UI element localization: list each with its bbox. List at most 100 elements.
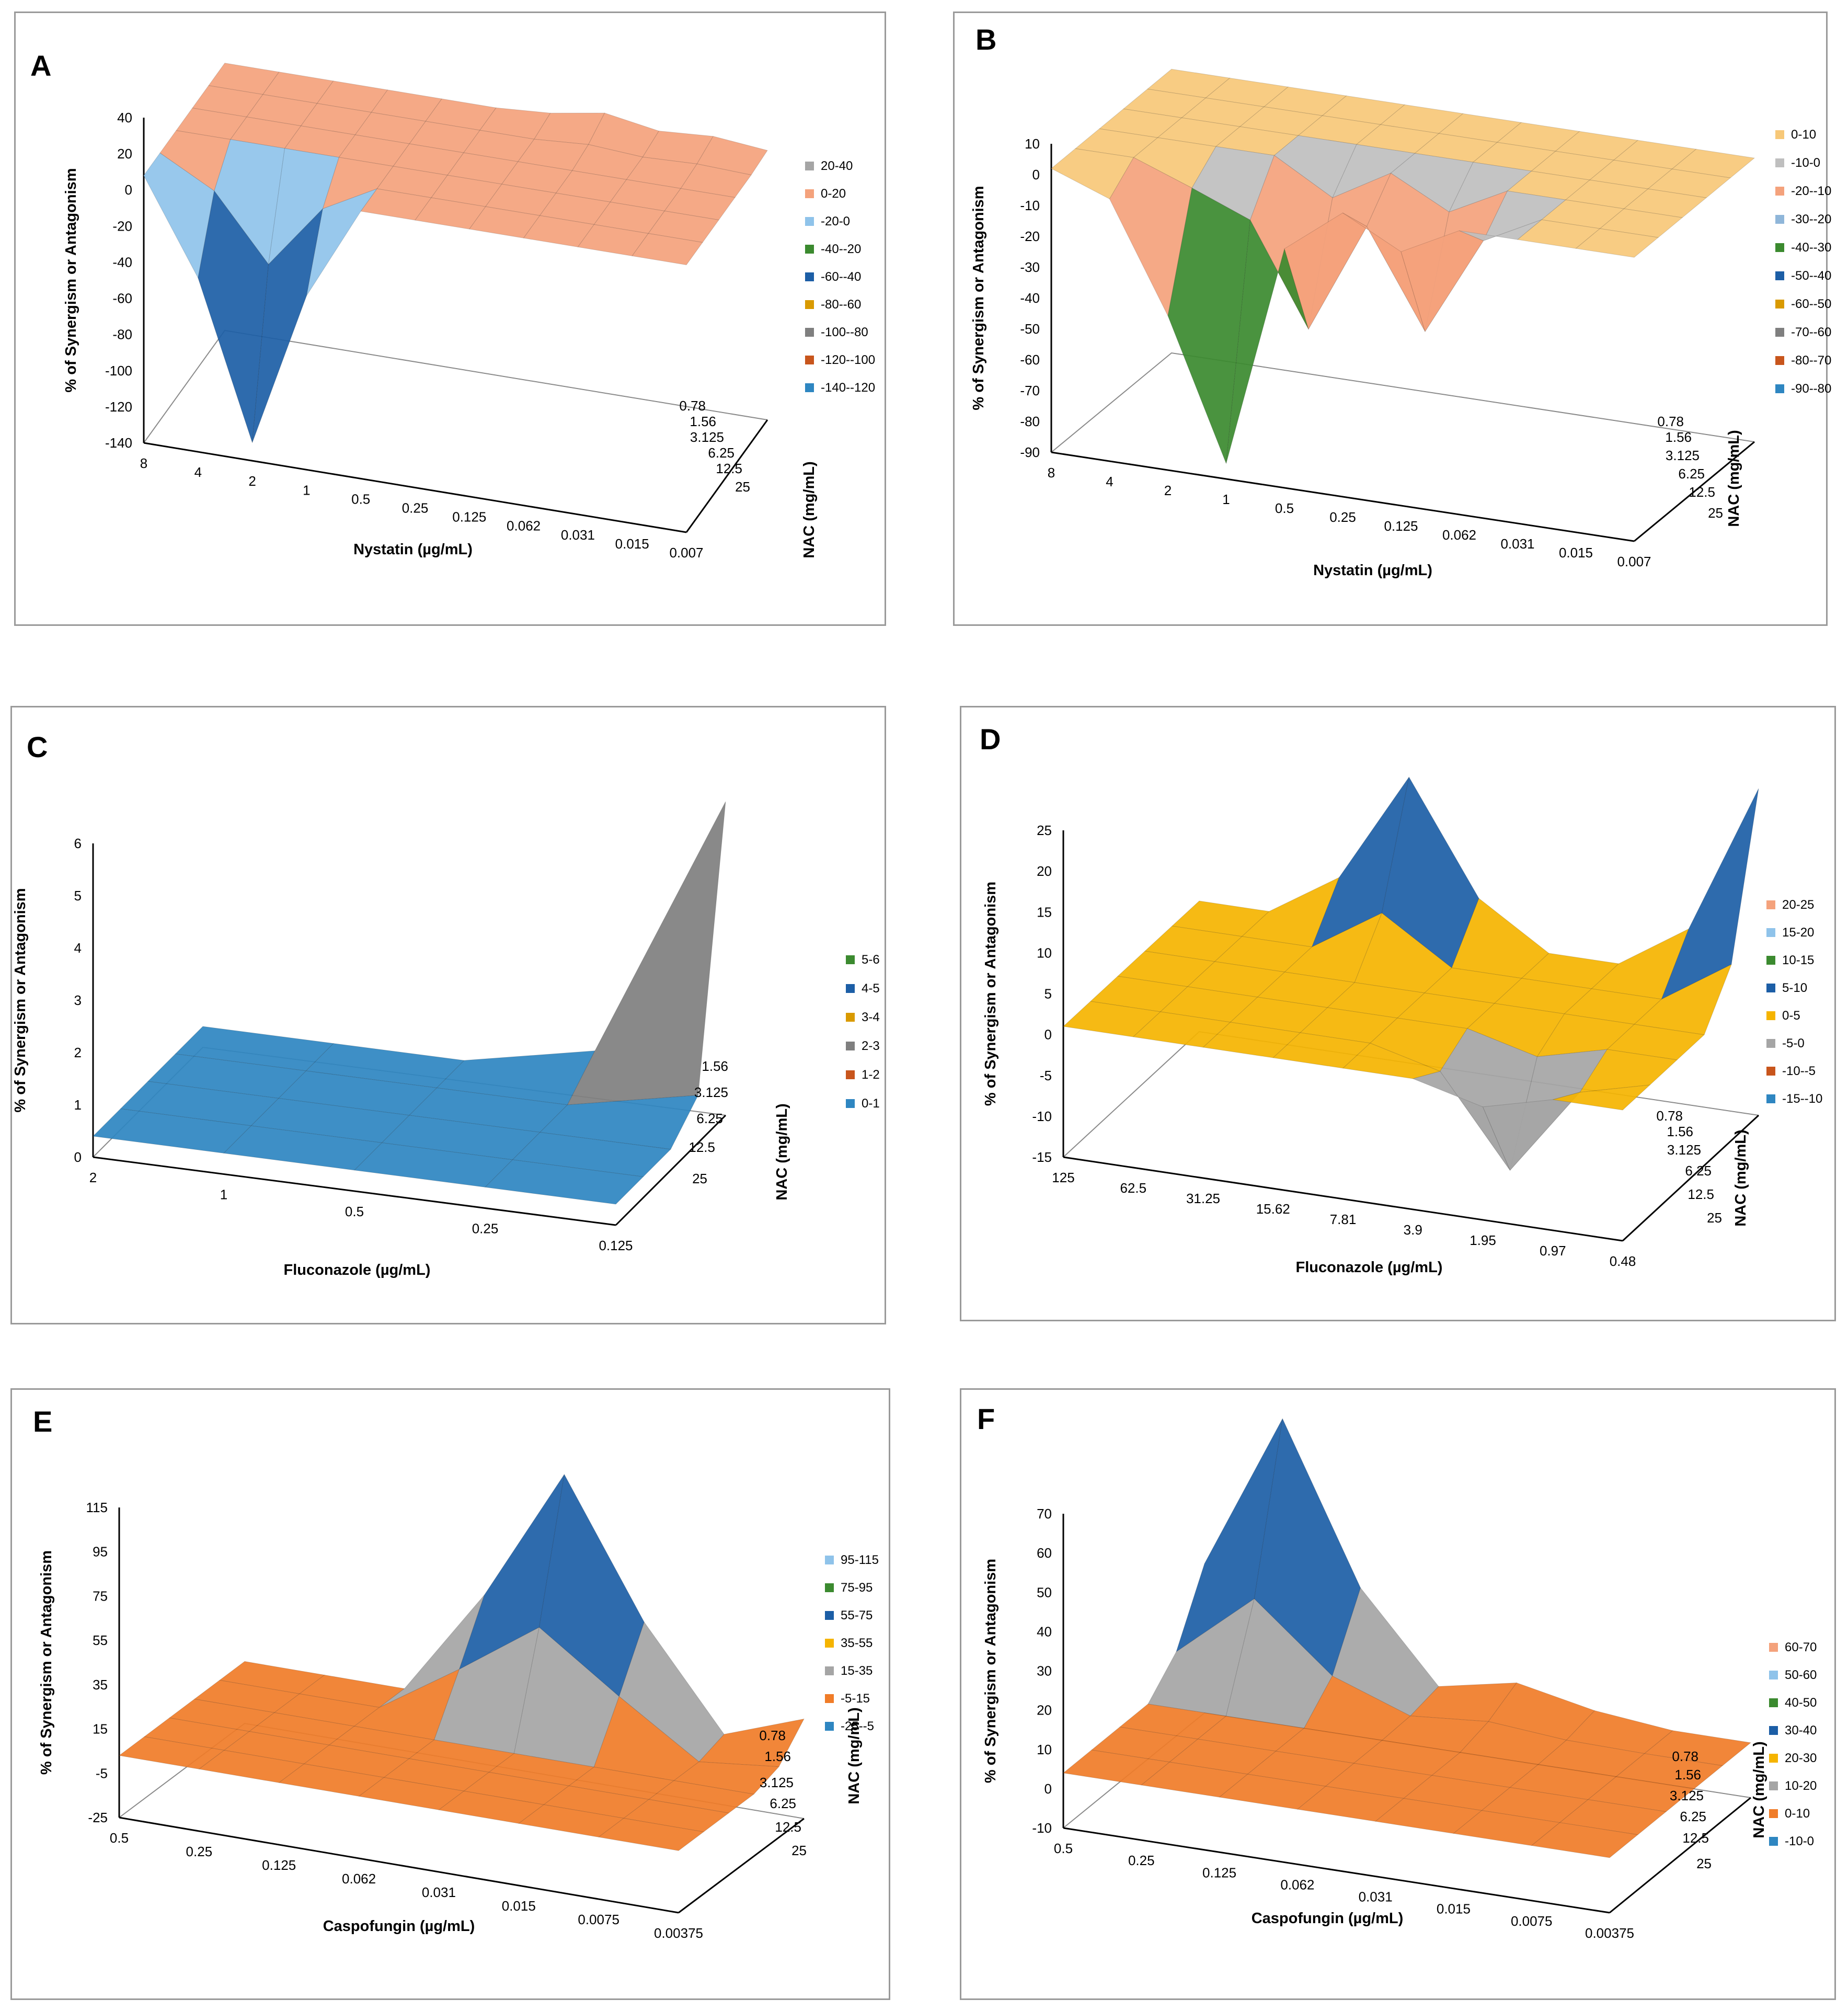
chart-c-z-tick-0: 0 bbox=[74, 1149, 82, 1165]
chart-c-x-tick-0-25: 0.25 bbox=[472, 1221, 499, 1237]
chart-f-legend-swatch bbox=[1769, 1698, 1778, 1707]
chart-b-legend-swatch bbox=[1775, 328, 1784, 337]
chart-f-y-tick-3-125: 3.125 bbox=[1670, 1788, 1704, 1803]
chart-a-legend-label: 0-20 bbox=[821, 187, 846, 201]
chart-a-surface-cell bbox=[632, 233, 703, 266]
chart-f-surface-cell bbox=[1531, 1822, 1639, 1858]
chart-f-z-tick-10: -10 bbox=[1032, 1820, 1052, 1836]
chart-a-y-title: NAC (mg/mL) bbox=[801, 461, 818, 558]
chart-b-x-tick-0-5: 0.5 bbox=[1275, 500, 1294, 516]
chart-f-y-axis bbox=[1609, 1797, 1751, 1914]
chart-a-legend-swatch bbox=[805, 245, 814, 254]
chart-d-x-tick-3-9: 3.9 bbox=[1404, 1222, 1422, 1238]
chart-f-z-tick-0: 0 bbox=[1044, 1781, 1052, 1797]
chart-d-x-tick-0-48: 0.48 bbox=[1610, 1253, 1636, 1269]
chart-b-floor-back bbox=[1051, 352, 1755, 453]
chart-e-x-tick-0-00375: 0.00375 bbox=[654, 1925, 703, 1941]
chart-e-z-tick-5: -5 bbox=[96, 1765, 108, 1781]
chart-c-y-tick-6-25: 6.25 bbox=[696, 1111, 723, 1126]
chart-b-x-tick-0-25: 0.25 bbox=[1329, 509, 1356, 525]
chart-b-x-tick-0-125: 0.125 bbox=[1384, 518, 1418, 534]
chart-e-legend-swatch bbox=[825, 1694, 834, 1703]
chart-b-legend-label: -90--80 bbox=[1791, 382, 1831, 396]
chart-f-legend-swatch bbox=[1769, 1643, 1778, 1652]
chart-b-x-axis bbox=[1051, 451, 1635, 542]
chart-c-z-tick-6: 6 bbox=[74, 836, 82, 851]
chart-f-svg: F706050403020100-100.50.250.1250.0620.03… bbox=[977, 1402, 1817, 1941]
chart-a-panel-label: A bbox=[30, 49, 51, 82]
chart-a-legend-label: -60--40 bbox=[821, 270, 861, 284]
chart-b-x-tick-2: 2 bbox=[1164, 483, 1172, 498]
chart-b-x-tick-0-015: 0.015 bbox=[1559, 545, 1593, 561]
chart-e-x-axis bbox=[119, 1816, 679, 1914]
chart-a-y-tick-3-125: 3.125 bbox=[690, 429, 724, 445]
chart-e-x-title: Caspofungin (µg/mL) bbox=[323, 1918, 475, 1935]
chart-c-z-tick-3: 3 bbox=[74, 992, 82, 1008]
chart-a-legend-swatch bbox=[805, 300, 814, 309]
chart-b-surface-cell bbox=[1575, 228, 1659, 258]
chart-d-legend-label: -5-0 bbox=[1782, 1036, 1805, 1050]
chart-e-legend-swatch bbox=[825, 1722, 834, 1731]
chart-f-y-tick-0-78: 0.78 bbox=[1672, 1749, 1698, 1764]
chart-f-z-tick-70: 70 bbox=[1037, 1506, 1052, 1522]
chart-b-legend-label: -40--30 bbox=[1791, 241, 1831, 255]
chart-a-z-tick-20: -20 bbox=[112, 218, 132, 234]
chart-e-svg: E 115 95 75 55 35 15 -5 -250.5 0.25 0.125 0.062 0.03… bbox=[33, 1405, 879, 1941]
chart-c-y-title: NAC (mg/mL) bbox=[774, 1103, 790, 1200]
chart-d-svg: D2520151050-5-10-1512562.531.2515.627.81… bbox=[980, 723, 1822, 1276]
chart-b-legend-label: -20--10 bbox=[1791, 184, 1831, 198]
chart-d-x-title: Fluconazole (µg/mL) bbox=[1296, 1259, 1443, 1276]
chart-d-legend-swatch bbox=[1766, 928, 1775, 937]
chart-b-x-tick-0-031: 0.031 bbox=[1500, 536, 1534, 552]
chart-c-svg: C6543210210.50.250.1251.563.1256.2512.52… bbox=[12, 730, 880, 1278]
chart-f-x-tick-0-125: 0.125 bbox=[1202, 1865, 1236, 1880]
chart-c-x-title: Fluconazole (µg/mL) bbox=[284, 1262, 431, 1278]
chart-b-legend-label: -50--40 bbox=[1791, 269, 1831, 283]
chart-b-z-tick-0: 0 bbox=[1032, 167, 1040, 182]
chart-e-legend-label: 35-55 bbox=[841, 1636, 873, 1650]
chart-a-y-tick-25: 25 bbox=[735, 479, 750, 495]
chart-a-svg: A40200-20-40-60-80-100-120-14084210.50.2… bbox=[30, 49, 875, 561]
chart-e-z-tick-55: 55 bbox=[93, 1632, 108, 1648]
chart-a-y-tick-12-5: 12.5 bbox=[716, 461, 742, 476]
chart-e-legend-label: 95-115 bbox=[841, 1553, 879, 1567]
chart-b-legend-swatch bbox=[1775, 356, 1784, 365]
chart-d-z-tick-25: 25 bbox=[1037, 822, 1052, 838]
chart-a-z-tick-0: 0 bbox=[125, 182, 132, 198]
chart-a-z-tick-100: -100 bbox=[105, 363, 132, 379]
chart-e-x-tick-0-125: 0.125 bbox=[262, 1857, 296, 1873]
chart-d-z-tick-0: 0 bbox=[1044, 1027, 1052, 1043]
chart-d-y-tick-0-78: 0.78 bbox=[1656, 1108, 1683, 1124]
chart-b-y-tick-3-125: 3.125 bbox=[1666, 448, 1700, 463]
chart-d-legend-swatch bbox=[1766, 1094, 1775, 1103]
chart-d-legend-swatch bbox=[1766, 956, 1775, 965]
chart-a-z-tick-40: -40 bbox=[112, 254, 132, 270]
chart-a-legend-swatch bbox=[805, 217, 814, 226]
chart-d-y-axis bbox=[1622, 1114, 1760, 1242]
chart-d-y-tick-1-56: 1.56 bbox=[1667, 1124, 1693, 1139]
chart-b-y-axis bbox=[1634, 441, 1755, 542]
chart-c-legend-swatch bbox=[846, 1070, 855, 1079]
chart-c-x-tick-1: 1 bbox=[220, 1187, 227, 1203]
chart-a-x-tick-1: 1 bbox=[303, 482, 310, 498]
chart-f-x-tick-0-062: 0.062 bbox=[1280, 1877, 1314, 1892]
chart-b-legend-swatch bbox=[1775, 187, 1784, 196]
chart-e-x-tick-0-5: 0.5 bbox=[110, 1830, 129, 1846]
chart-f-y-tick-1-56: 1.56 bbox=[1674, 1767, 1701, 1783]
chart-panel-d: D 25 20 15 10 5 0 -5 -10 -15 125 62.5 31.25 15.62 7.81… bbox=[960, 706, 1836, 1321]
chart-c-y-tick-25: 25 bbox=[692, 1171, 707, 1186]
chart-f-legend-label: -10-0 bbox=[1785, 1834, 1814, 1848]
chart-a-x-tick-4: 4 bbox=[194, 464, 202, 480]
chart-f-x-axis bbox=[1063, 1827, 1610, 1914]
chart-f-legend-swatch bbox=[1769, 1781, 1778, 1790]
chart-b-y-title: NAC (mg/mL) bbox=[1726, 430, 1742, 527]
chart-e-legend-swatch bbox=[825, 1611, 834, 1620]
chart-a-x-tick-0-25: 0.25 bbox=[402, 500, 429, 516]
chart-d-x-tick-125: 125 bbox=[1052, 1170, 1074, 1185]
chart-b-x-tick-0-062: 0.062 bbox=[1442, 527, 1476, 543]
chart-b-legend-label: -10-0 bbox=[1791, 156, 1820, 170]
chart-b-svg: B100-10-20-30-40-50-60-70-80-9084210.50.… bbox=[970, 23, 1831, 579]
chart-d-legend-swatch bbox=[1766, 1067, 1775, 1076]
chart-a-legend-swatch bbox=[805, 328, 814, 337]
chart-a-legend-label: -40--20 bbox=[821, 242, 861, 256]
